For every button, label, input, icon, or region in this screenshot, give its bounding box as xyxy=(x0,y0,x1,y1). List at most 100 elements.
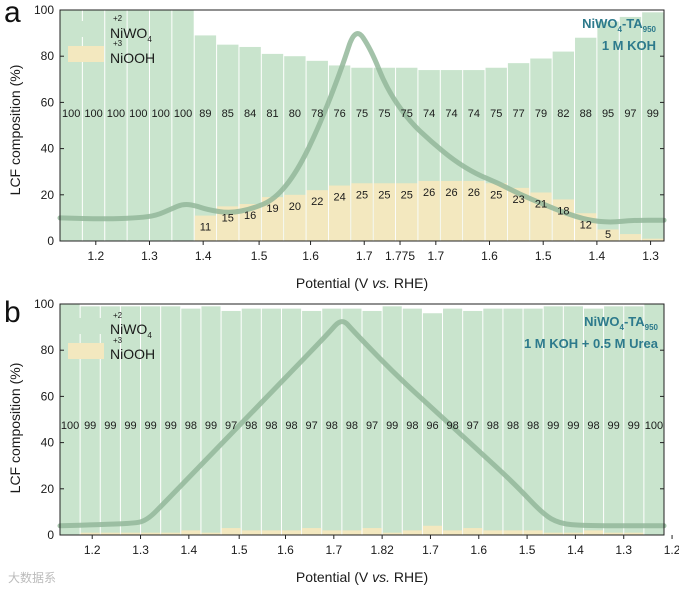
bar-niooh xyxy=(284,194,306,241)
bar-niooh xyxy=(619,234,642,241)
y-tick-label: 60 xyxy=(41,389,55,403)
panel-b-legend: +2 NiWO4 +3 NiOOH xyxy=(68,311,155,362)
bar-niwo4 xyxy=(422,313,443,535)
legend-niooh-oxidation: +3 xyxy=(113,39,123,48)
x-tick-label: 1.2 xyxy=(87,249,104,263)
x-tick-label: 1.5 xyxy=(231,543,248,557)
bar-niwo4 xyxy=(127,10,149,241)
bar-niooh xyxy=(194,215,217,241)
bar-niooh xyxy=(281,530,302,535)
panel-b: b 100 99 99 99 99 99 98 99 97 98 98 98 97 98 98 97 99 98 9… xyxy=(4,296,679,585)
bar-niooh xyxy=(181,530,201,535)
bar-niwo4 xyxy=(483,308,503,535)
x-tick-label: 1.7 xyxy=(356,249,373,263)
bar-niwo4 xyxy=(221,310,241,535)
legend-niooh-oxidation: +3 xyxy=(113,336,123,345)
bar-niooh xyxy=(483,530,503,535)
panel-b-plot-frame xyxy=(59,303,665,536)
legend-swatch-niwo4 xyxy=(68,318,104,334)
bar-niooh xyxy=(543,532,563,535)
x-tick-label: 1.775 xyxy=(385,249,415,263)
data-label-niwo4: 96 xyxy=(426,420,438,432)
x-tick-label: 1.3 xyxy=(132,543,149,557)
bar-niwo4 xyxy=(604,306,624,535)
data-label-niooh: 26 xyxy=(423,187,435,199)
bar-niooh xyxy=(100,532,120,535)
data-label-niwo4: 99 xyxy=(205,420,217,432)
data-label-niwo4: 99 xyxy=(647,108,659,120)
bar-niwo4 xyxy=(161,306,181,535)
bar-niooh xyxy=(201,532,221,535)
bar-niwo4 xyxy=(149,10,172,241)
data-label-niwo4: 82 xyxy=(557,108,569,120)
bar-niooh xyxy=(624,532,644,535)
data-label-niwo4: 99 xyxy=(608,420,620,432)
bar-niooh xyxy=(302,528,322,535)
data-label-niwo4: 75 xyxy=(378,108,390,120)
data-label-niwo4: 88 xyxy=(580,108,592,120)
data-label-niwo4: 100 xyxy=(62,108,80,120)
panel-b-bars xyxy=(60,304,664,535)
data-label-niwo4: 76 xyxy=(334,108,346,120)
data-label-niwo4: 74 xyxy=(423,108,435,120)
panel-a-letter: a xyxy=(4,0,21,29)
data-label-niwo4: 100 xyxy=(61,420,79,432)
panel-b-condition-annotation: NiWO4-TA950 1 M KOH + 0.5 M Urea xyxy=(524,314,659,351)
data-label-niwo4: 74 xyxy=(445,108,457,120)
y-tick-label: 80 xyxy=(41,343,55,357)
bar-niooh xyxy=(120,532,141,535)
data-label-niwo4: 100 xyxy=(174,108,192,120)
data-label-niwo4: 75 xyxy=(401,108,413,120)
x-tick-label: 1.2 xyxy=(84,543,101,557)
panel-b-y-axis-title: LCF composition (%) xyxy=(7,363,23,494)
x-tick-label: 1.3 xyxy=(141,249,158,263)
bar-niwo4 xyxy=(261,308,281,535)
panel-a-electrolyte: 1 M KOH xyxy=(602,38,656,53)
bar-niwo4 xyxy=(575,37,597,241)
data-label-niooh: 26 xyxy=(445,187,457,199)
data-label-niwo4: 99 xyxy=(165,420,177,432)
bar-niwo4 xyxy=(463,310,483,535)
panel-b-x-ticks: 1.2 1.3 1.4 1.5 1.6 1.7 1.82 1.7 1.6 1.5 1.4 1.3 1.2 xyxy=(84,535,679,557)
data-label-niooh: 23 xyxy=(512,194,524,206)
bar-niwo4 xyxy=(362,310,382,535)
data-label-niwo4: 100 xyxy=(151,108,169,120)
bar-niwo4 xyxy=(141,306,161,535)
panel-b-sample-name: NiWO4-TA950 xyxy=(584,314,658,332)
data-label-niwo4: 80 xyxy=(289,108,301,120)
data-label-niwo4: 77 xyxy=(512,108,524,120)
bar-niwo4 xyxy=(624,306,644,535)
bar-niwo4 xyxy=(543,306,563,535)
legend-label-niwo4: NiWO4 xyxy=(110,321,152,340)
y-tick-label: 100 xyxy=(34,3,54,17)
bar-niwo4 xyxy=(80,306,100,535)
bar-niwo4 xyxy=(60,304,80,535)
bar-niooh xyxy=(80,532,100,535)
data-label-niwo4: 98 xyxy=(245,420,257,432)
data-label-niooh: 20 xyxy=(289,201,301,213)
data-label-niwo4: 84 xyxy=(244,108,256,120)
x-tick-label: 1.7 xyxy=(422,543,439,557)
data-label-niooh: 26 xyxy=(468,187,480,199)
bar-niooh xyxy=(485,183,507,241)
bar-niwo4 xyxy=(82,10,105,241)
legend-swatch-niooh xyxy=(68,343,104,359)
data-label-niooh: 18 xyxy=(557,205,569,217)
panel-b-y-ticks: 0 20 40 60 80 100 xyxy=(34,297,664,542)
y-tick-label: 80 xyxy=(41,49,55,63)
panel-a-y-ticks: 0 20 40 60 80 100 xyxy=(34,3,664,248)
bar-niooh xyxy=(362,528,382,535)
panel-b-electrolyte: 1 M KOH + 0.5 M Urea xyxy=(524,336,659,351)
bar-niooh xyxy=(418,180,440,241)
bar-niwo4 xyxy=(644,304,664,535)
data-label-niwo4: 98 xyxy=(346,420,358,432)
data-label-niooh: 16 xyxy=(244,210,256,222)
panel-a-condition-annotation: NiWO4-TA950 1 M KOH xyxy=(582,16,656,53)
bar-niooh xyxy=(241,530,261,535)
x-tick-label: 1.2 xyxy=(664,543,679,557)
panel-b-x-axis-title: Potential (V vs. RHE) xyxy=(296,569,428,585)
y-tick-label: 20 xyxy=(41,482,55,496)
data-label-niwo4: 99 xyxy=(84,420,96,432)
bar-niwo4 xyxy=(322,308,342,535)
